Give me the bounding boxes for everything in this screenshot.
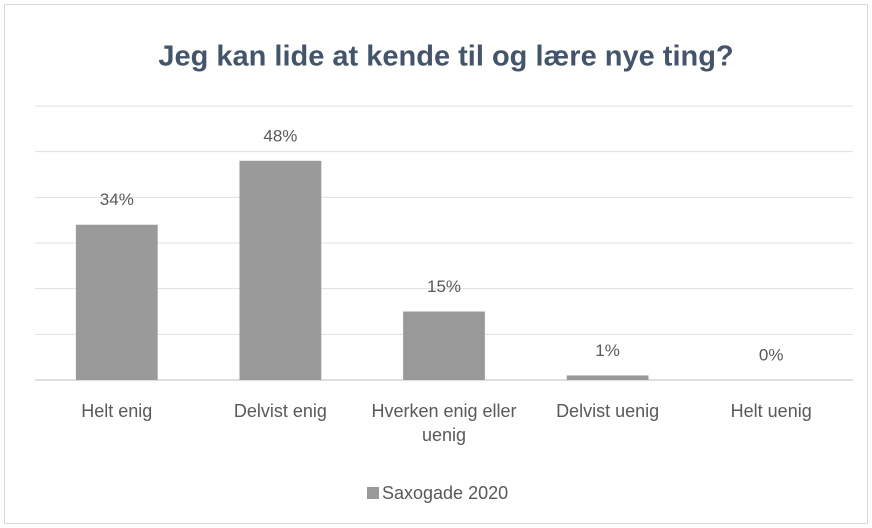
bar: [403, 311, 485, 380]
data-label: 34%: [100, 190, 134, 209]
bar: [239, 160, 322, 380]
x-tick-label: Hverken enig eller uenig: [371, 401, 517, 445]
data-label: 0%: [759, 345, 784, 364]
legend-label: Saxogade 2020: [382, 483, 508, 503]
data-label: 1%: [595, 341, 620, 360]
legend-swatch: [367, 487, 379, 499]
x-tick-label: Delvist uenig: [556, 401, 660, 421]
chart-title: Jeg kan lide at kende til og lære nye ti…: [158, 41, 733, 73]
x-tick-label: Delvist enig: [233, 401, 327, 421]
bar: [566, 375, 649, 380]
data-label: 48%: [263, 126, 297, 145]
bar: [75, 224, 158, 380]
x-tick-label: Helt enig: [81, 401, 153, 421]
data-label: 15%: [427, 277, 461, 296]
x-tick-label: Helt uenig: [730, 401, 812, 421]
